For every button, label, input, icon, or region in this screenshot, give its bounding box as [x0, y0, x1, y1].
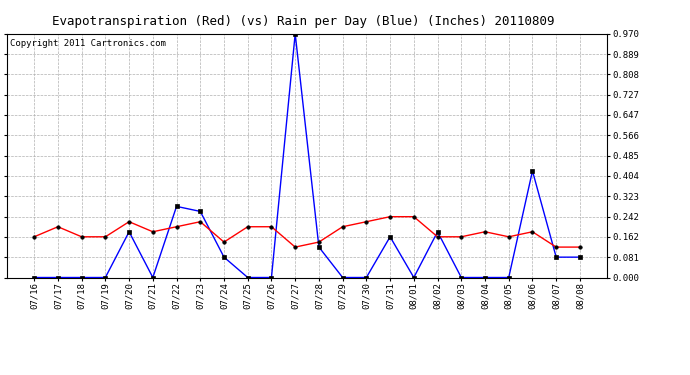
Text: Evapotranspiration (Red) (vs) Rain per Day (Blue) (Inches) 20110809: Evapotranspiration (Red) (vs) Rain per D…: [52, 15, 555, 28]
Text: Copyright 2011 Cartronics.com: Copyright 2011 Cartronics.com: [10, 39, 166, 48]
